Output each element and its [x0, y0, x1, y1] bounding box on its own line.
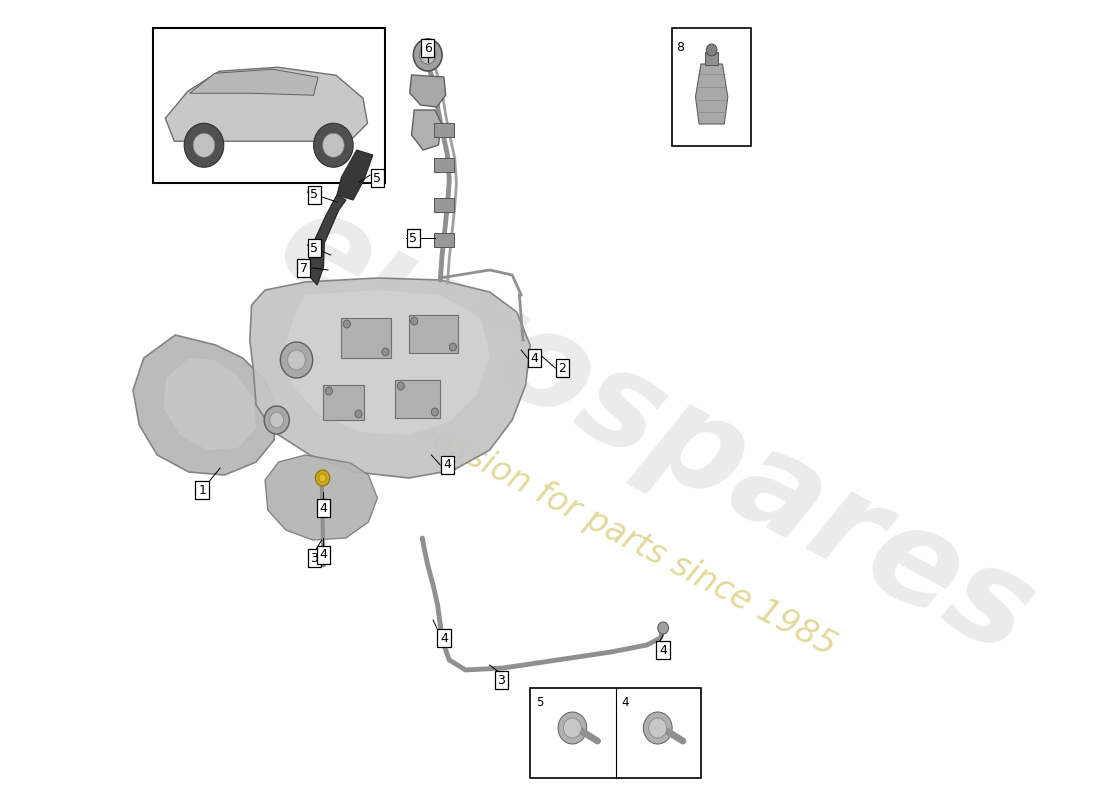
Polygon shape	[337, 150, 373, 200]
Bar	[323, 385, 364, 420]
Circle shape	[658, 622, 669, 634]
Bar	[434, 233, 454, 247]
Bar	[395, 380, 440, 418]
Circle shape	[184, 123, 223, 167]
Bar	[672, 28, 751, 146]
Polygon shape	[308, 195, 345, 285]
Bar	[434, 158, 454, 172]
Text: 4: 4	[319, 502, 328, 514]
Circle shape	[649, 718, 667, 738]
Polygon shape	[265, 455, 377, 540]
Polygon shape	[411, 110, 441, 150]
Circle shape	[414, 39, 442, 71]
Text: 2: 2	[559, 362, 566, 374]
Circle shape	[322, 133, 344, 158]
Circle shape	[270, 412, 284, 428]
Polygon shape	[189, 70, 318, 95]
Polygon shape	[409, 75, 446, 107]
Circle shape	[563, 718, 582, 738]
Text: 5: 5	[373, 171, 382, 185]
Bar	[434, 123, 454, 137]
Text: 4: 4	[659, 643, 667, 657]
Text: 5: 5	[310, 189, 319, 202]
Text: 4: 4	[443, 458, 451, 471]
Circle shape	[343, 320, 351, 328]
Circle shape	[558, 712, 586, 744]
Circle shape	[287, 350, 306, 370]
Bar	[705, 52, 718, 65]
Polygon shape	[133, 335, 277, 475]
Text: 5: 5	[310, 242, 319, 254]
Text: 4: 4	[621, 696, 629, 709]
Text: 3: 3	[497, 674, 505, 686]
Bar	[341, 318, 390, 358]
Polygon shape	[250, 278, 530, 478]
Text: 7: 7	[299, 262, 308, 274]
Bar	[409, 315, 459, 353]
Text: eurospares: eurospares	[257, 178, 1054, 682]
Circle shape	[326, 387, 332, 395]
Bar	[434, 198, 454, 212]
Text: 8: 8	[676, 41, 684, 54]
Circle shape	[314, 123, 353, 167]
Circle shape	[319, 474, 327, 482]
Circle shape	[397, 382, 405, 390]
Circle shape	[316, 470, 330, 486]
Text: 1: 1	[198, 483, 206, 497]
Text: 3: 3	[310, 551, 318, 565]
Text: 4: 4	[530, 351, 539, 365]
Circle shape	[431, 408, 439, 416]
Circle shape	[410, 317, 418, 325]
Circle shape	[280, 342, 312, 378]
Circle shape	[355, 410, 362, 418]
Circle shape	[644, 712, 672, 744]
Circle shape	[419, 46, 436, 64]
Polygon shape	[695, 64, 728, 124]
Text: 5: 5	[537, 696, 543, 709]
Text: 6: 6	[424, 42, 431, 54]
Text: 4: 4	[319, 549, 328, 562]
Text: 4: 4	[440, 631, 448, 645]
Circle shape	[706, 44, 717, 56]
Polygon shape	[165, 67, 367, 142]
Circle shape	[382, 348, 389, 356]
Circle shape	[194, 133, 214, 158]
Polygon shape	[164, 358, 256, 450]
Bar	[530, 688, 701, 778]
Text: 5: 5	[409, 231, 417, 245]
Text: a passion for parts since 1985: a passion for parts since 1985	[381, 397, 842, 663]
Bar	[153, 28, 385, 183]
Circle shape	[449, 343, 456, 351]
Circle shape	[264, 406, 289, 434]
Polygon shape	[286, 290, 490, 435]
